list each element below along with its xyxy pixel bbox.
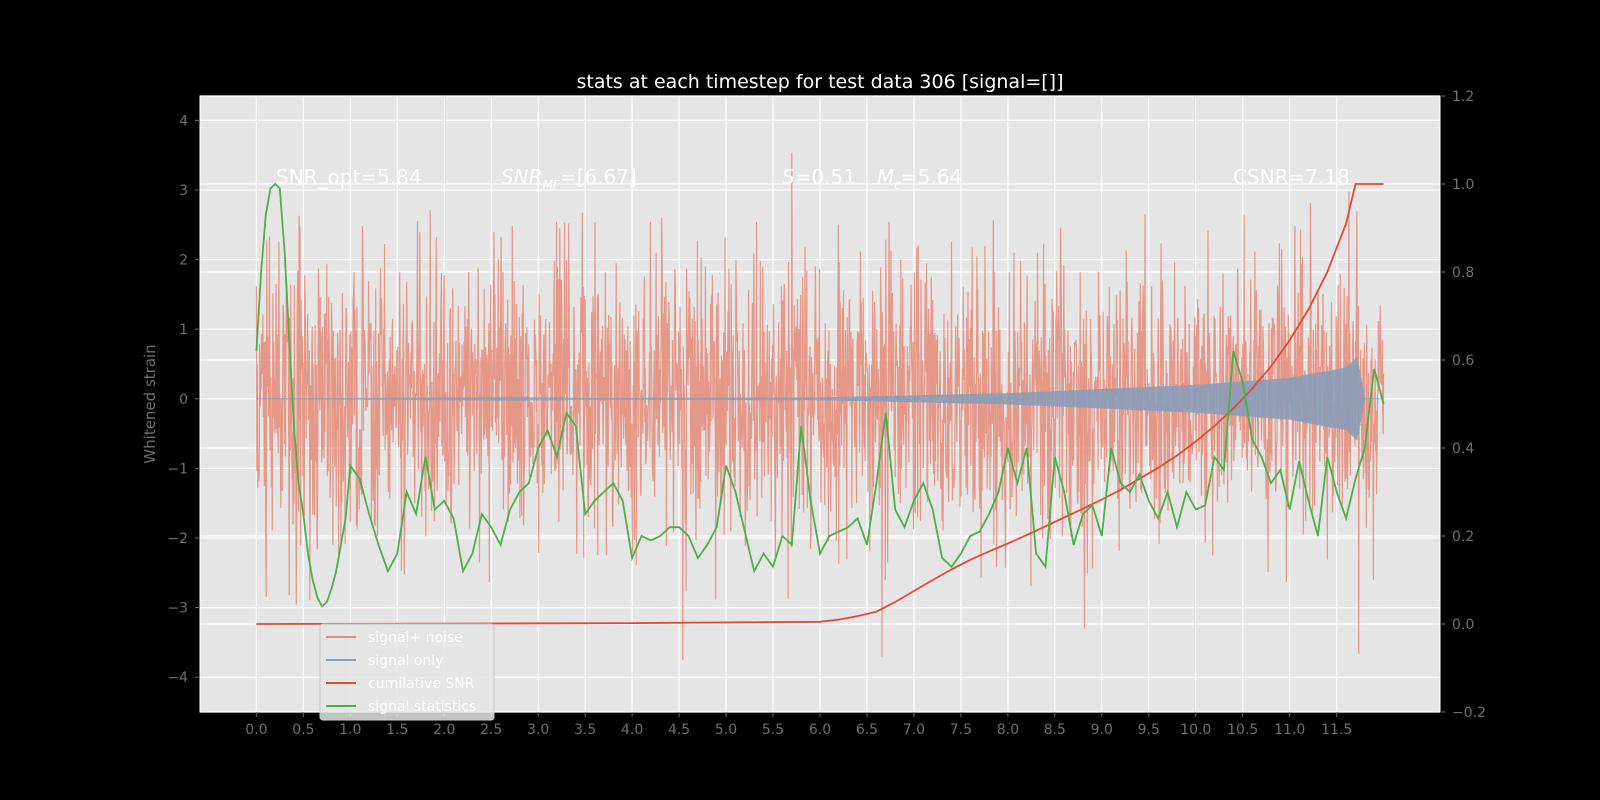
y-tick-label: 1 (179, 322, 188, 338)
series-layer (255, 152, 1385, 660)
x-tick-label: 3.5 (574, 722, 596, 738)
series-signal-only (256, 356, 1384, 441)
y-tick-label: −2 (167, 531, 188, 547)
y2-tick-label: 0.6 (1452, 353, 1474, 369)
legend-label-signal-statistics: signal statistics (368, 699, 476, 715)
legend-box (319, 623, 495, 721)
x-tick-label: 1.5 (386, 722, 408, 738)
x-tick-label: 1.0 (339, 722, 361, 738)
series-signal-statistics (255, 182, 1385, 608)
x-tick-label: 6.5 (856, 722, 878, 738)
x-tick-label: 7.0 (903, 722, 925, 738)
y-axis-label: Whitened strain (141, 344, 159, 463)
annotation-snr-mf-subscript: MF (543, 178, 561, 192)
x-tick-label: 0.0 (245, 722, 267, 738)
x-tick-label: 9.0 (1091, 722, 1113, 738)
y2-tick-label: 1.2 (1452, 89, 1474, 105)
y2-tick-label: 0.2 (1452, 529, 1474, 545)
y2-tick-label: 0.8 (1452, 265, 1474, 281)
chart-title: stats at each timestep for test data 306… (576, 71, 1063, 93)
annotation-s-symbol: S (782, 165, 795, 189)
y-tick-label: −1 (167, 461, 188, 477)
y-tick-label: 3 (179, 183, 188, 199)
y2-tick-label: −0.2 (1452, 705, 1486, 721)
legend-label-cumulative-snr: cumilative SNR (368, 676, 475, 692)
annotations: SNR_opt=5.84 SNRMF=[6.67] S=0.51 Mc=5.64… (276, 165, 1350, 192)
annotation-mc-symbol: M (877, 165, 894, 189)
annotation-mc-subscript: c (894, 178, 901, 192)
annotation-snr-mf: SNRMF=[6.67] (501, 165, 637, 192)
y-tick-label: 4 (179, 113, 188, 129)
annotation-snr-opt: SNR_opt=5.84 (276, 165, 422, 189)
y-tick-label: 2 (179, 253, 188, 269)
y-tick-label: −4 (167, 670, 188, 686)
legend-label-signal-noise: signal+ noise (368, 630, 463, 646)
x-tick-label: 5.0 (715, 722, 737, 738)
x-tick-label: 6.0 (809, 722, 831, 738)
x-tick-label: 3.0 (527, 722, 549, 738)
x-tick-label: 7.5 (950, 722, 972, 738)
legend: signal+ noise signal only cumilative SNR… (319, 623, 495, 721)
x-tick-label: 5.5 (762, 722, 784, 738)
x-tick-label: 2.5 (480, 722, 502, 738)
x-tick-label: 4.0 (621, 722, 643, 738)
x-tick-label: 10.5 (1227, 722, 1258, 738)
x-tick-label: 0.5 (292, 722, 314, 738)
x-tick-label: 8.5 (1044, 722, 1066, 738)
y-tick-label: 0 (179, 392, 188, 408)
y2-tick-label: 0.0 (1452, 617, 1474, 633)
annotation-s-value: =0.51 (795, 165, 856, 189)
x-tick-label: 8.0 (997, 722, 1019, 738)
annotation-mc-value: =5.64 (901, 165, 962, 189)
x-tick-label: 2.0 (433, 722, 455, 738)
x-tick-label: 10.0 (1180, 722, 1211, 738)
series-cumulative-snr (256, 183, 1384, 625)
x-tick-label: 11.0 (1274, 722, 1305, 738)
annotation-mc: Mc=5.64 (877, 165, 962, 192)
series-signal-noise (255, 152, 1385, 660)
x-tick-label: 11.5 (1321, 722, 1352, 738)
x-tick-label: 4.5 (668, 722, 690, 738)
annotation-csnr: CSNR=7.18 (1233, 165, 1350, 189)
ticks: 0.0 0.5 1.0 1.5 2.0 2.5 3.0 3.5 4.0 4.5 5.0 5.5 6.0 6… (167, 89, 1486, 738)
annotation-s: S=0.51 (782, 165, 856, 189)
y-tick-label: −3 (167, 601, 188, 617)
x-tick-label: 9.5 (1138, 722, 1160, 738)
y2-tick-label: 0.4 (1452, 441, 1474, 457)
legend-label-signal-only: signal only (368, 653, 443, 669)
annotation-snr-mf-symbol: SNR (501, 165, 543, 189)
y2-tick-label: 1.0 (1452, 177, 1474, 193)
annotation-snr-mf-value: =[6.67] (560, 165, 637, 189)
